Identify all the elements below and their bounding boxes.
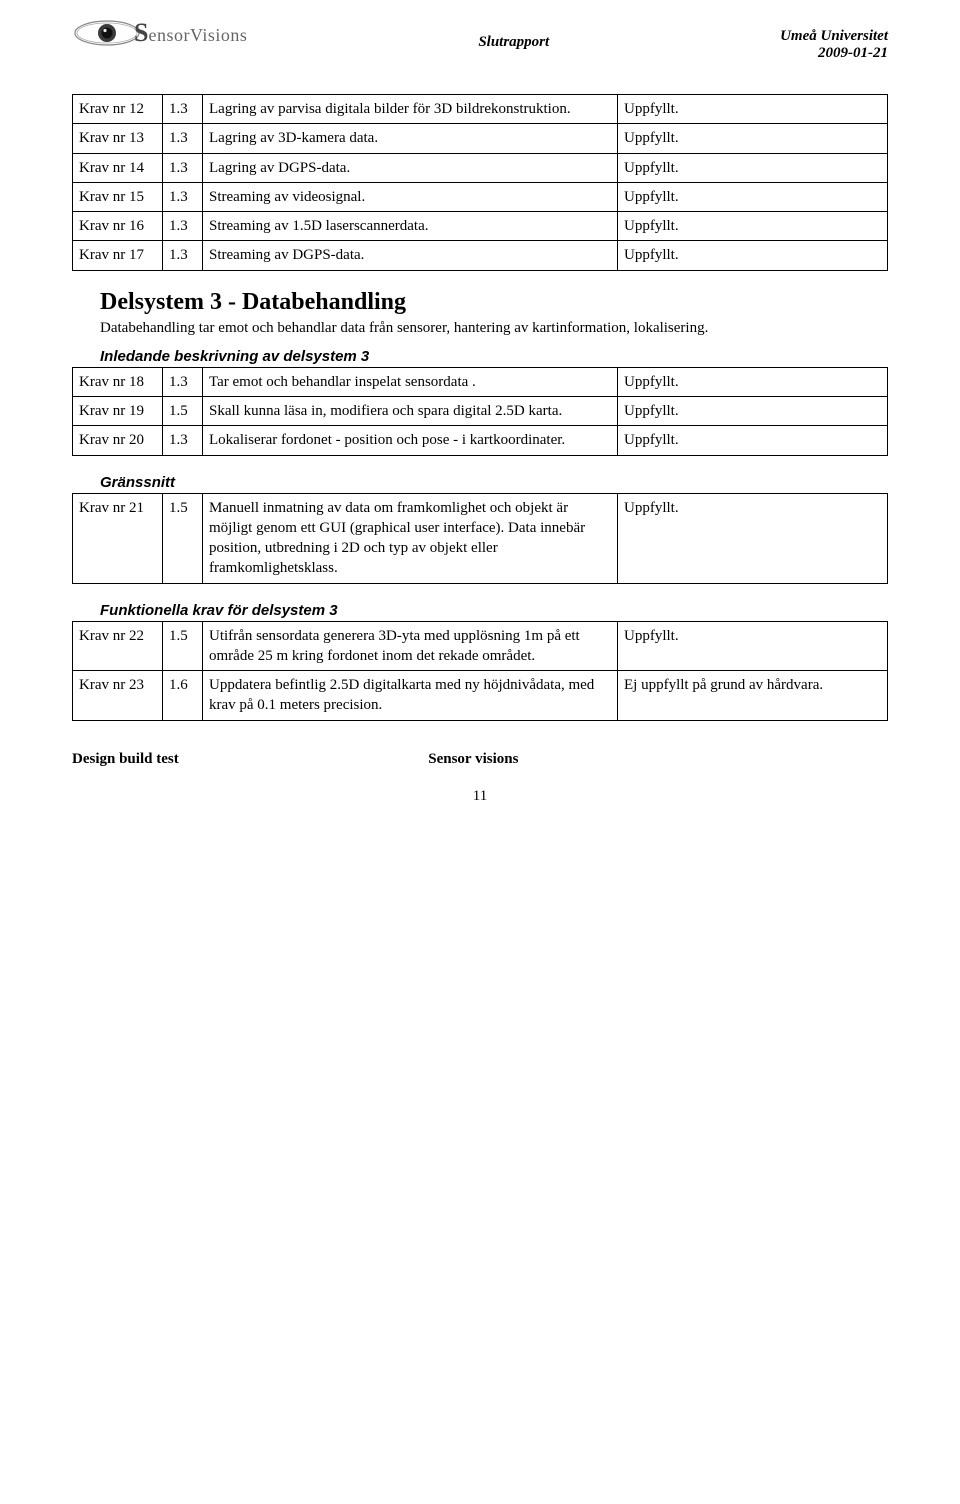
- req-id: Krav nr 16: [73, 212, 163, 241]
- req-num: 1.3: [163, 124, 203, 153]
- req-desc: Lagring av DGPS-data.: [203, 153, 618, 182]
- req-id: Krav nr 23: [73, 671, 163, 721]
- req-desc: Skall kunna läsa in, modifiera och spara…: [203, 397, 618, 426]
- logo-rest1: ensor: [148, 25, 190, 46]
- logo-rest2: Visions: [190, 25, 247, 46]
- req-id: Krav nr 18: [73, 367, 163, 396]
- req-status: Uppfyllt.: [618, 367, 888, 396]
- req-num: 1.5: [163, 621, 203, 671]
- header-right-line2: 2009-01-21: [780, 45, 888, 62]
- table-row: Krav nr 15 1.3 Streaming av videosignal.…: [73, 182, 888, 211]
- table-krav-18-20: Krav nr 18 1.3 Tar emot och behandlar in…: [72, 367, 888, 456]
- req-desc: Streaming av 1.5D laserscannerdata.: [203, 212, 618, 241]
- table-row: Krav nr 19 1.5 Skall kunna läsa in, modi…: [73, 397, 888, 426]
- req-desc: Streaming av videosignal.: [203, 182, 618, 211]
- page-number: 11: [72, 788, 888, 805]
- table-row: Krav nr 21 1.5 Manuell inmatning av data…: [73, 493, 888, 583]
- req-id: Krav nr 22: [73, 621, 163, 671]
- subheading-inledande: Inledande beskrivning av delsystem 3: [100, 348, 888, 365]
- logo-s: S: [134, 18, 148, 48]
- subheading-funktionella: Funktionella krav för delsystem 3: [100, 602, 888, 619]
- req-status: Uppfyllt.: [618, 153, 888, 182]
- req-status: Uppfyllt.: [618, 493, 888, 583]
- req-num: 1.5: [163, 397, 203, 426]
- table-row: Krav nr 20 1.3 Lokaliserar fordonet - po…: [73, 426, 888, 455]
- req-status: Uppfyllt.: [618, 212, 888, 241]
- req-status: Uppfyllt.: [618, 182, 888, 211]
- req-num: 1.3: [163, 153, 203, 182]
- req-status: Uppfyllt.: [618, 397, 888, 426]
- req-desc: Lokaliserar fordonet - position och pose…: [203, 426, 618, 455]
- table-row: Krav nr 16 1.3 Streaming av 1.5D lasersc…: [73, 212, 888, 241]
- req-id: Krav nr 15: [73, 182, 163, 211]
- table-krav-12-17: Krav nr 12 1.3 Lagring av parvisa digita…: [72, 94, 888, 271]
- req-num: 1.3: [163, 367, 203, 396]
- table-row: Krav nr 12 1.3 Lagring av parvisa digita…: [73, 95, 888, 124]
- req-desc: Tar emot och behandlar inspelat sensorda…: [203, 367, 618, 396]
- req-id: Krav nr 12: [73, 95, 163, 124]
- req-num: 1.5: [163, 493, 203, 583]
- req-num: 1.3: [163, 182, 203, 211]
- subheading-granssnitt: Gränssnitt: [100, 474, 888, 491]
- req-status: Uppfyllt.: [618, 95, 888, 124]
- logo-text: S ensor Visions: [134, 18, 247, 48]
- page-header: S ensor Visions Slutrapport Umeå Univers…: [72, 16, 888, 62]
- req-desc: Streaming av DGPS-data.: [203, 241, 618, 270]
- req-desc: Utifrån sensordata generera 3D-yta med u…: [203, 621, 618, 671]
- req-desc: Uppdatera befintlig 2.5D digitalkarta me…: [203, 671, 618, 721]
- footer-left: Design build test: [72, 751, 179, 768]
- table-row: Krav nr 23 1.6 Uppdatera befintlig 2.5D …: [73, 671, 888, 721]
- req-status: Uppfyllt.: [618, 621, 888, 671]
- req-status: Uppfyllt.: [618, 124, 888, 153]
- section-title: Delsystem 3 - Databehandling: [100, 289, 888, 316]
- req-status: Uppfyllt.: [618, 426, 888, 455]
- header-center: Slutrapport: [247, 16, 780, 51]
- table-row: Krav nr 13 1.3 Lagring av 3D-kamera data…: [73, 124, 888, 153]
- req-num: 1.3: [163, 241, 203, 270]
- logo-block: S ensor Visions: [72, 16, 247, 50]
- table-krav-21: Krav nr 21 1.5 Manuell inmatning av data…: [72, 493, 888, 584]
- req-id: Krav nr 21: [73, 493, 163, 583]
- req-id: Krav nr 14: [73, 153, 163, 182]
- table-row: Krav nr 17 1.3 Streaming av DGPS-data. U…: [73, 241, 888, 270]
- req-status: Ej uppfyllt på grund av hårdvara.: [618, 671, 888, 721]
- table-row: Krav nr 14 1.3 Lagring av DGPS-data. Upp…: [73, 153, 888, 182]
- req-desc: Lagring av parvisa digitala bilder för 3…: [203, 95, 618, 124]
- req-id: Krav nr 17: [73, 241, 163, 270]
- footer-right: Sensor visions: [179, 751, 768, 768]
- table-krav-22-23: Krav nr 22 1.5 Utifrån sensordata genere…: [72, 621, 888, 721]
- header-right-line1: Umeå Universitet: [780, 28, 888, 45]
- req-num: 1.6: [163, 671, 203, 721]
- table-row: Krav nr 22 1.5 Utifrån sensordata genere…: [73, 621, 888, 671]
- req-num: 1.3: [163, 426, 203, 455]
- req-id: Krav nr 20: [73, 426, 163, 455]
- req-num: 1.3: [163, 95, 203, 124]
- page-footer: Design build test Sensor visions: [72, 751, 888, 768]
- table-row: Krav nr 18 1.3 Tar emot och behandlar in…: [73, 367, 888, 396]
- req-id: Krav nr 13: [73, 124, 163, 153]
- eye-icon: [72, 16, 142, 50]
- req-desc: Manuell inmatning av data om framkomligh…: [203, 493, 618, 583]
- section-desc: Databehandling tar emot och behandlar da…: [100, 318, 888, 338]
- req-desc: Lagring av 3D-kamera data.: [203, 124, 618, 153]
- req-status: Uppfyllt.: [618, 241, 888, 270]
- req-num: 1.3: [163, 212, 203, 241]
- req-id: Krav nr 19: [73, 397, 163, 426]
- header-right: Umeå Universitet 2009-01-21: [780, 16, 888, 62]
